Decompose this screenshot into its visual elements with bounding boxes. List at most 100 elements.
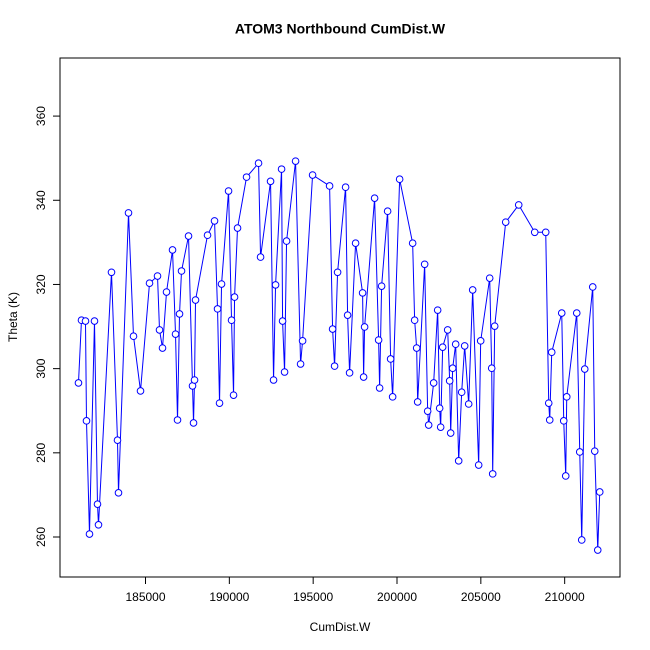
data-point — [113, 436, 122, 444]
data-point — [280, 368, 289, 376]
data-point — [298, 337, 307, 345]
data-point — [420, 260, 429, 269]
data-point — [446, 429, 455, 437]
data-point — [291, 157, 300, 165]
data-point — [436, 423, 445, 431]
data-point — [129, 332, 138, 341]
chart-title: ATOM3 Northbound CumDist.W — [235, 21, 446, 37]
data-point — [224, 187, 233, 195]
y-tick-label: 280 — [34, 442, 48, 462]
data-point — [490, 322, 499, 330]
data-point — [429, 379, 438, 387]
data-point — [333, 268, 342, 277]
data-point — [114, 489, 123, 497]
data-point — [557, 309, 566, 317]
data-point — [256, 253, 265, 261]
data-point — [588, 283, 597, 291]
data-point — [559, 417, 568, 425]
data-point — [107, 268, 116, 277]
data-point — [435, 404, 444, 413]
data-point — [413, 398, 422, 406]
data-point — [345, 369, 354, 377]
data-point — [412, 344, 421, 352]
data-point — [351, 239, 360, 248]
data-point — [189, 419, 198, 427]
data-point — [296, 360, 305, 368]
data-point — [383, 207, 392, 216]
data-point — [388, 393, 397, 401]
data-point — [561, 472, 570, 480]
data-point — [476, 337, 485, 345]
data-point — [191, 296, 200, 304]
data-point — [74, 379, 83, 387]
data-point — [438, 343, 447, 351]
data-point — [474, 461, 483, 469]
data-point — [541, 228, 550, 237]
y-axis-label: Theta (K) — [6, 292, 20, 342]
plot-frame — [59, 57, 621, 578]
data-point — [277, 165, 286, 173]
data-point — [454, 457, 463, 465]
x-tick-label: 195000 — [293, 590, 333, 604]
data-point — [145, 279, 154, 287]
data-point — [278, 317, 287, 325]
data-point — [410, 316, 419, 325]
data-point — [210, 217, 219, 225]
data-point — [190, 376, 199, 384]
data-point — [158, 344, 167, 352]
data-point — [358, 289, 367, 297]
data-point — [230, 293, 239, 301]
data-point — [460, 342, 469, 350]
x-tick-label: 185000 — [125, 590, 165, 604]
data-point — [487, 364, 496, 373]
data-point — [375, 384, 384, 392]
data-point — [359, 373, 368, 381]
data-point — [445, 377, 454, 385]
data-point — [242, 173, 251, 181]
x-tick-label: 190000 — [209, 590, 249, 604]
data-point — [325, 182, 334, 190]
data-point — [162, 288, 171, 296]
data-point — [370, 194, 379, 202]
data-point — [203, 231, 212, 240]
data-point — [464, 400, 473, 408]
data-point — [341, 183, 350, 192]
data-point — [90, 317, 99, 325]
data-point — [81, 317, 90, 325]
data-point — [93, 500, 102, 508]
data-point — [593, 546, 602, 554]
data-point — [572, 309, 581, 317]
data-point — [271, 281, 280, 289]
data-point — [443, 326, 452, 334]
data-point — [175, 310, 184, 318]
x-tick-label: 205000 — [461, 590, 501, 604]
data-point — [330, 362, 339, 370]
data-point — [590, 447, 599, 455]
data-point — [530, 228, 539, 237]
data-point — [328, 325, 337, 333]
data-point — [82, 417, 91, 425]
data-point — [184, 232, 193, 240]
data-point — [374, 336, 383, 344]
data-point — [545, 416, 554, 424]
data-point — [408, 239, 417, 248]
data-point — [177, 267, 186, 275]
data-point — [308, 171, 317, 179]
data-point — [595, 488, 604, 496]
data-point — [562, 393, 571, 401]
data-point — [448, 364, 457, 373]
data-point — [171, 330, 180, 338]
data-point — [451, 340, 460, 349]
data-point — [547, 348, 556, 357]
data-point — [282, 237, 291, 245]
data-point — [254, 159, 263, 168]
data-point — [423, 407, 432, 415]
data-point — [501, 218, 510, 226]
data-point — [124, 209, 133, 217]
data-point — [343, 311, 352, 319]
data-point — [213, 305, 222, 313]
data-point — [269, 376, 278, 384]
data-point — [468, 286, 477, 294]
